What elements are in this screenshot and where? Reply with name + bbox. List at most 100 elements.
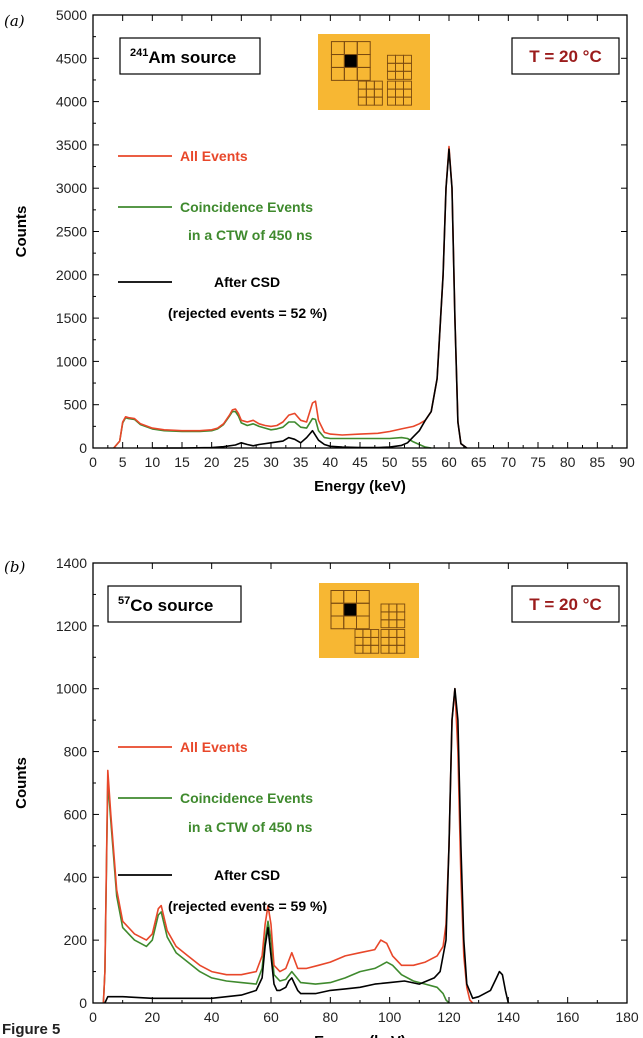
x-tick-label: 90 <box>619 454 635 470</box>
x-tick-label: 80 <box>323 1009 339 1025</box>
figure-label: Figure 5 <box>2 1021 60 1038</box>
x-tick-label: 60 <box>441 454 457 470</box>
series-group <box>113 145 468 449</box>
y-tick-label: 200 <box>64 932 88 948</box>
x-tick-label: 45 <box>352 454 368 470</box>
y-tick-label: 0 <box>79 995 87 1011</box>
legend-label-after: After CSD <box>214 867 280 883</box>
legend-label-after: After CSD <box>214 274 280 290</box>
x-tick-label: 85 <box>590 454 606 470</box>
source-label: 57Co source <box>118 595 213 615</box>
x-axis-label: Energy (keV) <box>314 478 406 495</box>
source-box <box>107 585 242 623</box>
temperature-box <box>511 37 620 75</box>
pixel-subcell <box>373 96 383 106</box>
source-box <box>119 37 261 75</box>
pixel-array-icon <box>319 583 419 658</box>
series-group <box>102 687 510 1004</box>
y-tick-label: 1500 <box>56 310 87 326</box>
y-tick-label: 500 <box>64 397 88 413</box>
series-line-after <box>104 687 510 1004</box>
y-tick-label: 3500 <box>56 137 87 153</box>
x-tick-label: 65 <box>471 454 487 470</box>
legend-label-coincidence-window: in a CTW of 450 ns <box>188 227 313 243</box>
pixel-subcell <box>370 644 380 654</box>
x-tick-label: 55 <box>412 454 428 470</box>
x-tick-label: 180 <box>615 1009 639 1025</box>
x-tick-label: 35 <box>293 454 309 470</box>
x-tick-label: 50 <box>382 454 398 470</box>
y-tick-label: 600 <box>64 806 88 822</box>
pixel-cell <box>356 66 371 81</box>
series-line-all <box>102 687 474 1004</box>
x-tick-label: 70 <box>501 454 517 470</box>
y-tick-label: 3000 <box>56 180 87 196</box>
panel-label: (a) <box>4 12 25 30</box>
pixel-cell <box>343 602 357 617</box>
series-line-all <box>113 145 468 449</box>
y-tick-label: 1000 <box>56 353 87 369</box>
y-tick-label: 400 <box>64 869 88 885</box>
x-tick-label: 120 <box>437 1009 461 1025</box>
x-tick-label: 140 <box>497 1009 521 1025</box>
legend-label-all: All Events <box>180 148 248 164</box>
x-tick-label: 60 <box>263 1009 279 1025</box>
x-tick-label: 20 <box>145 1009 161 1025</box>
temperature-box <box>511 585 620 623</box>
pixel-subcell <box>403 96 412 106</box>
y-tick-label: 800 <box>64 744 88 760</box>
y-axis-label: Counts <box>13 757 30 809</box>
y-tick-label: 1000 <box>56 681 87 697</box>
y-tick-label: 2500 <box>56 224 87 240</box>
x-tick-label: 5 <box>119 454 127 470</box>
y-tick-label: 5000 <box>56 7 87 23</box>
y-tick-label: 4500 <box>56 50 87 66</box>
series-line-coincidence <box>102 779 450 1004</box>
x-tick-label: 0 <box>89 454 97 470</box>
source-name: Am source <box>148 48 236 67</box>
source-label: 241Am source <box>130 47 236 67</box>
y-tick-label: 4000 <box>56 94 87 110</box>
chart-panel-b: 0 20 40 60 80 100 120 140 160 180 0 200 400 600 800 100… <box>4 555 639 1038</box>
y-axis-label: Counts <box>13 206 30 258</box>
chart-panel-a: 0 5 10 15 20 25 30 35 40 45 50 55 60 65 70 75 80 85 90 0 500… <box>4 7 635 495</box>
panel-label: (b) <box>4 558 25 576</box>
pixel-cell <box>356 615 370 630</box>
legend-label-coincidence: Coincidence Events <box>180 790 313 806</box>
pixel-array-icon <box>318 34 430 110</box>
y-tick-label: 2000 <box>56 267 87 283</box>
x-tick-label: 15 <box>174 454 190 470</box>
temperature-label: T = 20 °C <box>529 47 601 66</box>
pixel-subcell <box>403 70 412 80</box>
legend-label-coincidence-window: in a CTW of 450 ns <box>188 819 313 835</box>
source-name: Co source <box>130 596 213 615</box>
y-tick-label: 1400 <box>56 555 87 571</box>
x-tick-label: 100 <box>378 1009 402 1025</box>
pixel-subcell <box>396 644 406 654</box>
y-tick-label: 1200 <box>56 618 87 634</box>
temperature-label: T = 20 °C <box>529 595 601 614</box>
pixel-subcell <box>396 619 406 629</box>
legend: All Events Coincidence Events in a CTW of … <box>118 739 327 914</box>
source-isotope-mass: 241 <box>130 47 148 59</box>
pixel-cell <box>343 54 358 68</box>
x-tick-label: 30 <box>263 454 279 470</box>
series-line-after <box>152 148 468 449</box>
legend-label-rejected: (rejected events = 59 %) <box>168 898 327 914</box>
legend-label-all: All Events <box>180 739 248 755</box>
x-tick-label: 10 <box>145 454 161 470</box>
source-isotope-mass: 57 <box>118 595 130 607</box>
y-tick-label: 0 <box>79 440 87 456</box>
x-tick-label: 0 <box>89 1009 97 1025</box>
x-tick-label: 75 <box>530 454 546 470</box>
x-tick-label: 160 <box>556 1009 580 1025</box>
x-axis-label: Energy (keV) <box>314 1033 406 1038</box>
x-tick-label: 80 <box>560 454 576 470</box>
legend-label-rejected: (rejected events = 52 %) <box>168 305 327 321</box>
x-tick-label: 40 <box>323 454 339 470</box>
series-line-coincidence <box>113 410 432 449</box>
x-tick-label: 20 <box>204 454 220 470</box>
legend: All Events Coincidence Events in a CTW of … <box>118 148 327 321</box>
x-tick-label: 25 <box>234 454 250 470</box>
